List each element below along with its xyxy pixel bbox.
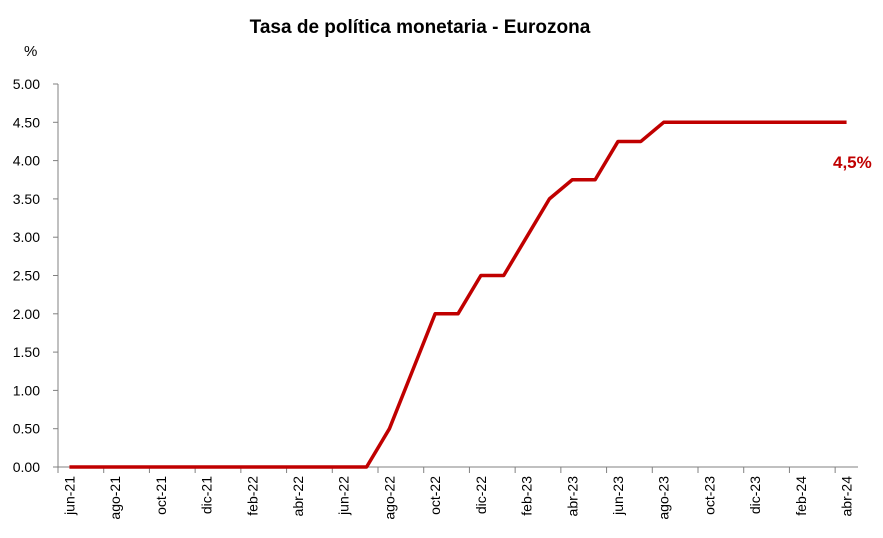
x-tick-label: jun-21	[61, 476, 77, 516]
chart-title: Tasa de política monetaria - Eurozona	[250, 17, 591, 38]
x-tick-label: feb-24	[793, 476, 809, 516]
y-tick-label: 1.50	[13, 344, 40, 360]
x-tick-label: oct-22	[427, 476, 443, 515]
y-tick-label: 0.50	[13, 421, 40, 437]
x-tick-label: abr-22	[290, 476, 306, 517]
last-value-annotation: 4,5%	[833, 153, 872, 172]
y-tick-label: 4.50	[13, 114, 40, 130]
y-tick-label: 0.00	[13, 459, 40, 475]
y-tick-label: 1.00	[13, 382, 40, 398]
y-tick-label: 4.00	[13, 153, 40, 169]
y-axis: 0.00 0.50 1.00 1.50 2.00 2.50 3.00 3.50 4.00 4.50…	[13, 76, 59, 475]
x-tick-label: dic-23	[747, 476, 763, 514]
x-tick-label: feb-23	[519, 476, 535, 516]
y-tick-label: 5.00	[13, 76, 40, 92]
x-tick-label: ago-22	[381, 476, 397, 520]
y-tick-label: 2.00	[13, 306, 40, 322]
x-axis: jun-21 ago-21 oct-21 dic-21 feb-22 abr-22 jun-…	[57, 466, 858, 520]
y-tick-label: 3.50	[13, 191, 40, 207]
x-tick-label: dic-22	[473, 476, 489, 514]
series-line	[69, 120, 847, 469]
x-tick-label: ago-23	[656, 476, 672, 520]
series-group	[69, 120, 847, 469]
x-tick-label: oct-21	[153, 476, 169, 515]
y-tick-label: 3.00	[13, 229, 40, 245]
x-tick-label: oct-23	[701, 476, 717, 515]
x-tick-label: feb-22	[244, 476, 260, 516]
x-tick-label: ago-21	[107, 476, 123, 520]
x-tick-label: jun-23	[610, 476, 626, 516]
y-tick-label: 2.50	[13, 268, 40, 284]
x-tick-label: jun-22	[336, 476, 352, 516]
x-tick-label: abr-24	[839, 476, 855, 517]
x-tick-label: dic-21	[199, 476, 215, 514]
x-tick-label: abr-23	[564, 476, 580, 517]
y-axis-unit: %	[24, 43, 37, 60]
